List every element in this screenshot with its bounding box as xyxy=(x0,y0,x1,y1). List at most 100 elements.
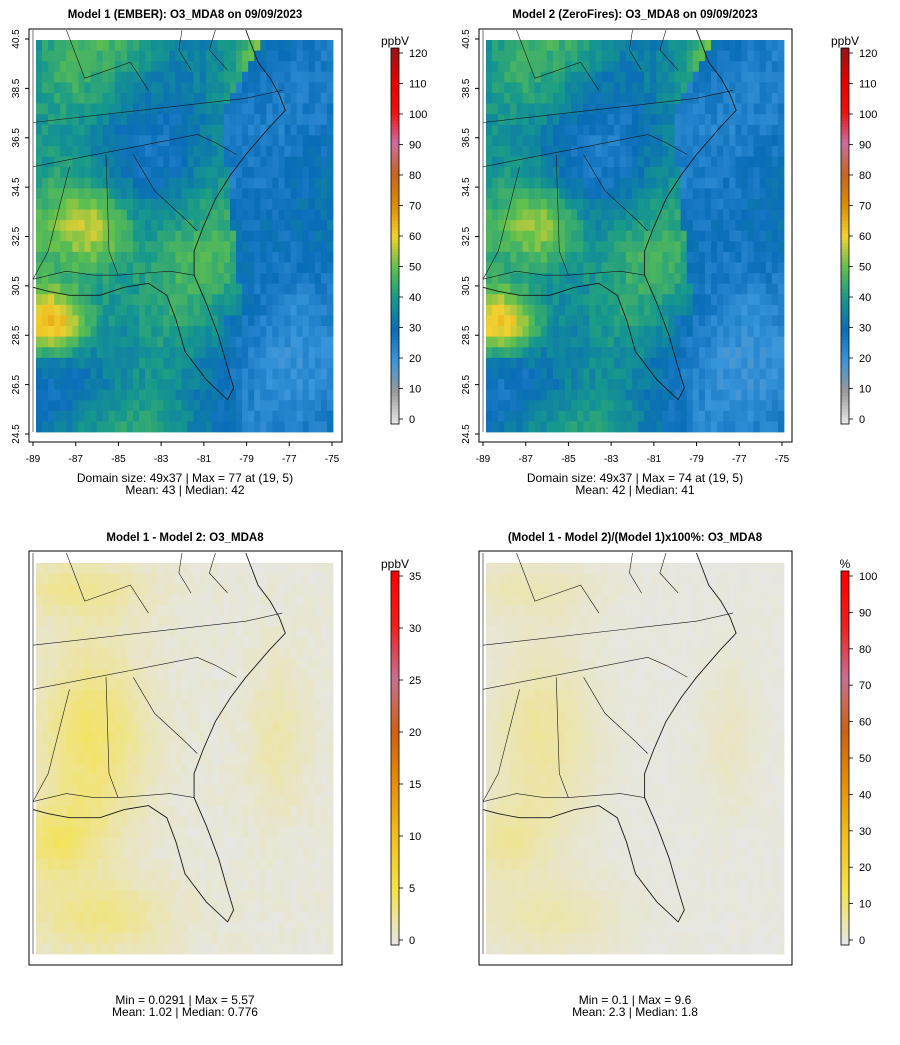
heatmap-cell xyxy=(211,92,219,104)
heatmap-cell xyxy=(498,283,505,295)
heatmap-cell xyxy=(72,177,79,189)
heatmap-cell xyxy=(199,40,207,51)
heatmap-cell xyxy=(692,61,700,73)
heatmap-cell xyxy=(735,209,742,221)
heatmap-cell xyxy=(72,347,79,359)
heatmap-cell xyxy=(571,220,578,232)
heatmap-cell xyxy=(577,177,584,189)
heatmap-cell xyxy=(278,124,285,136)
heatmap-cell xyxy=(686,379,694,391)
heatmap-cell xyxy=(66,626,73,638)
heatmap-cell xyxy=(290,241,298,253)
heatmap-cell xyxy=(120,294,128,306)
heatmap-cell xyxy=(589,410,596,422)
heatmap-cell xyxy=(747,71,754,83)
heatmap-cell xyxy=(163,763,170,775)
heatmap-cell xyxy=(558,220,566,232)
heatmap-cell xyxy=(759,294,767,306)
heatmap-cell xyxy=(175,347,182,359)
heatmap-cell xyxy=(595,124,602,136)
heatmap-cell xyxy=(320,262,328,274)
heatmap-cell xyxy=(60,177,67,189)
heatmap-cell xyxy=(290,230,298,242)
heatmap-cell xyxy=(552,177,560,189)
heatmap-cell xyxy=(48,753,55,765)
heatmap-cell xyxy=(278,145,285,157)
heatmap-cell xyxy=(528,156,536,168)
heatmap-cell xyxy=(735,177,742,189)
heatmap-cell xyxy=(36,605,43,617)
colorbar-segment xyxy=(841,138,849,143)
heatmap-cell xyxy=(278,615,285,627)
heatmap-cell xyxy=(302,230,310,242)
heatmap-cell xyxy=(139,50,146,62)
heatmap-cell xyxy=(102,40,110,51)
heatmap-cell xyxy=(96,700,104,712)
heatmap-cell xyxy=(223,410,231,422)
heatmap-cell xyxy=(181,262,188,274)
heatmap-cell xyxy=(589,357,596,369)
heatmap-cell xyxy=(175,668,182,680)
heatmap-cell xyxy=(108,679,116,691)
heatmap-cell xyxy=(211,379,219,391)
heatmap-cell xyxy=(229,40,237,51)
heatmap-cell xyxy=(36,584,43,596)
heatmap-cell xyxy=(650,50,657,62)
heatmap-cell xyxy=(552,167,560,179)
heatmap-cell xyxy=(217,563,225,574)
heatmap-cell xyxy=(753,389,761,401)
boundary-line xyxy=(659,29,679,71)
heatmap-cell xyxy=(595,103,602,115)
heatmap-cell xyxy=(236,92,243,104)
heatmap-cell xyxy=(96,753,104,765)
heatmap-cell xyxy=(638,103,645,115)
heatmap-cell xyxy=(42,400,49,412)
heatmap-cell xyxy=(516,326,523,338)
heatmap-cell xyxy=(510,103,517,115)
heatmap-cell xyxy=(583,156,590,168)
heatmap-cell xyxy=(145,584,152,596)
heatmap-cell xyxy=(248,679,255,691)
heatmap-cell xyxy=(308,124,316,136)
heatmap-cell xyxy=(747,304,754,316)
heatmap-cell xyxy=(60,563,67,574)
heatmap-cell xyxy=(102,658,110,670)
heatmap-cell xyxy=(656,177,663,189)
heatmap-cell xyxy=(595,230,602,242)
heatmap-cell xyxy=(278,357,285,369)
heatmap-cell xyxy=(589,304,596,316)
heatmap-cell xyxy=(36,357,43,369)
heatmap-cell xyxy=(747,167,754,179)
heatmap-cell xyxy=(552,389,560,401)
heatmap-cell xyxy=(510,124,517,136)
heatmap-cell xyxy=(528,336,536,348)
colorbar-segment xyxy=(391,170,399,174)
heatmap-cell xyxy=(60,573,67,585)
heatmap-cell xyxy=(711,145,718,157)
heatmap-cell xyxy=(765,61,773,73)
heatmap-cell xyxy=(729,357,736,369)
heatmap-cell xyxy=(589,421,596,433)
heatmap-cell xyxy=(320,230,328,242)
heatmap-cell xyxy=(36,368,43,380)
heatmap-cell xyxy=(139,584,146,596)
heatmap-cell xyxy=(278,400,285,412)
heatmap-cell xyxy=(607,50,615,62)
heatmap-cell xyxy=(181,326,188,338)
heatmap-cell xyxy=(296,304,304,316)
heatmap-cell xyxy=(759,124,767,136)
heatmap-cell xyxy=(187,241,194,253)
heatmap-cell xyxy=(42,82,49,94)
heatmap-cell xyxy=(565,82,572,94)
colorbar-segment xyxy=(391,120,399,124)
heatmap-cell xyxy=(320,241,328,253)
colorbar-segment xyxy=(841,361,849,365)
heatmap-cell xyxy=(486,230,493,242)
heatmap-cell xyxy=(747,198,754,210)
heatmap-cell xyxy=(777,135,785,147)
heatmap-cell xyxy=(169,326,176,338)
heatmap-cell xyxy=(686,71,694,83)
heatmap-cell xyxy=(552,82,560,94)
heatmap-cell xyxy=(522,400,529,412)
heatmap-cell xyxy=(139,326,146,338)
